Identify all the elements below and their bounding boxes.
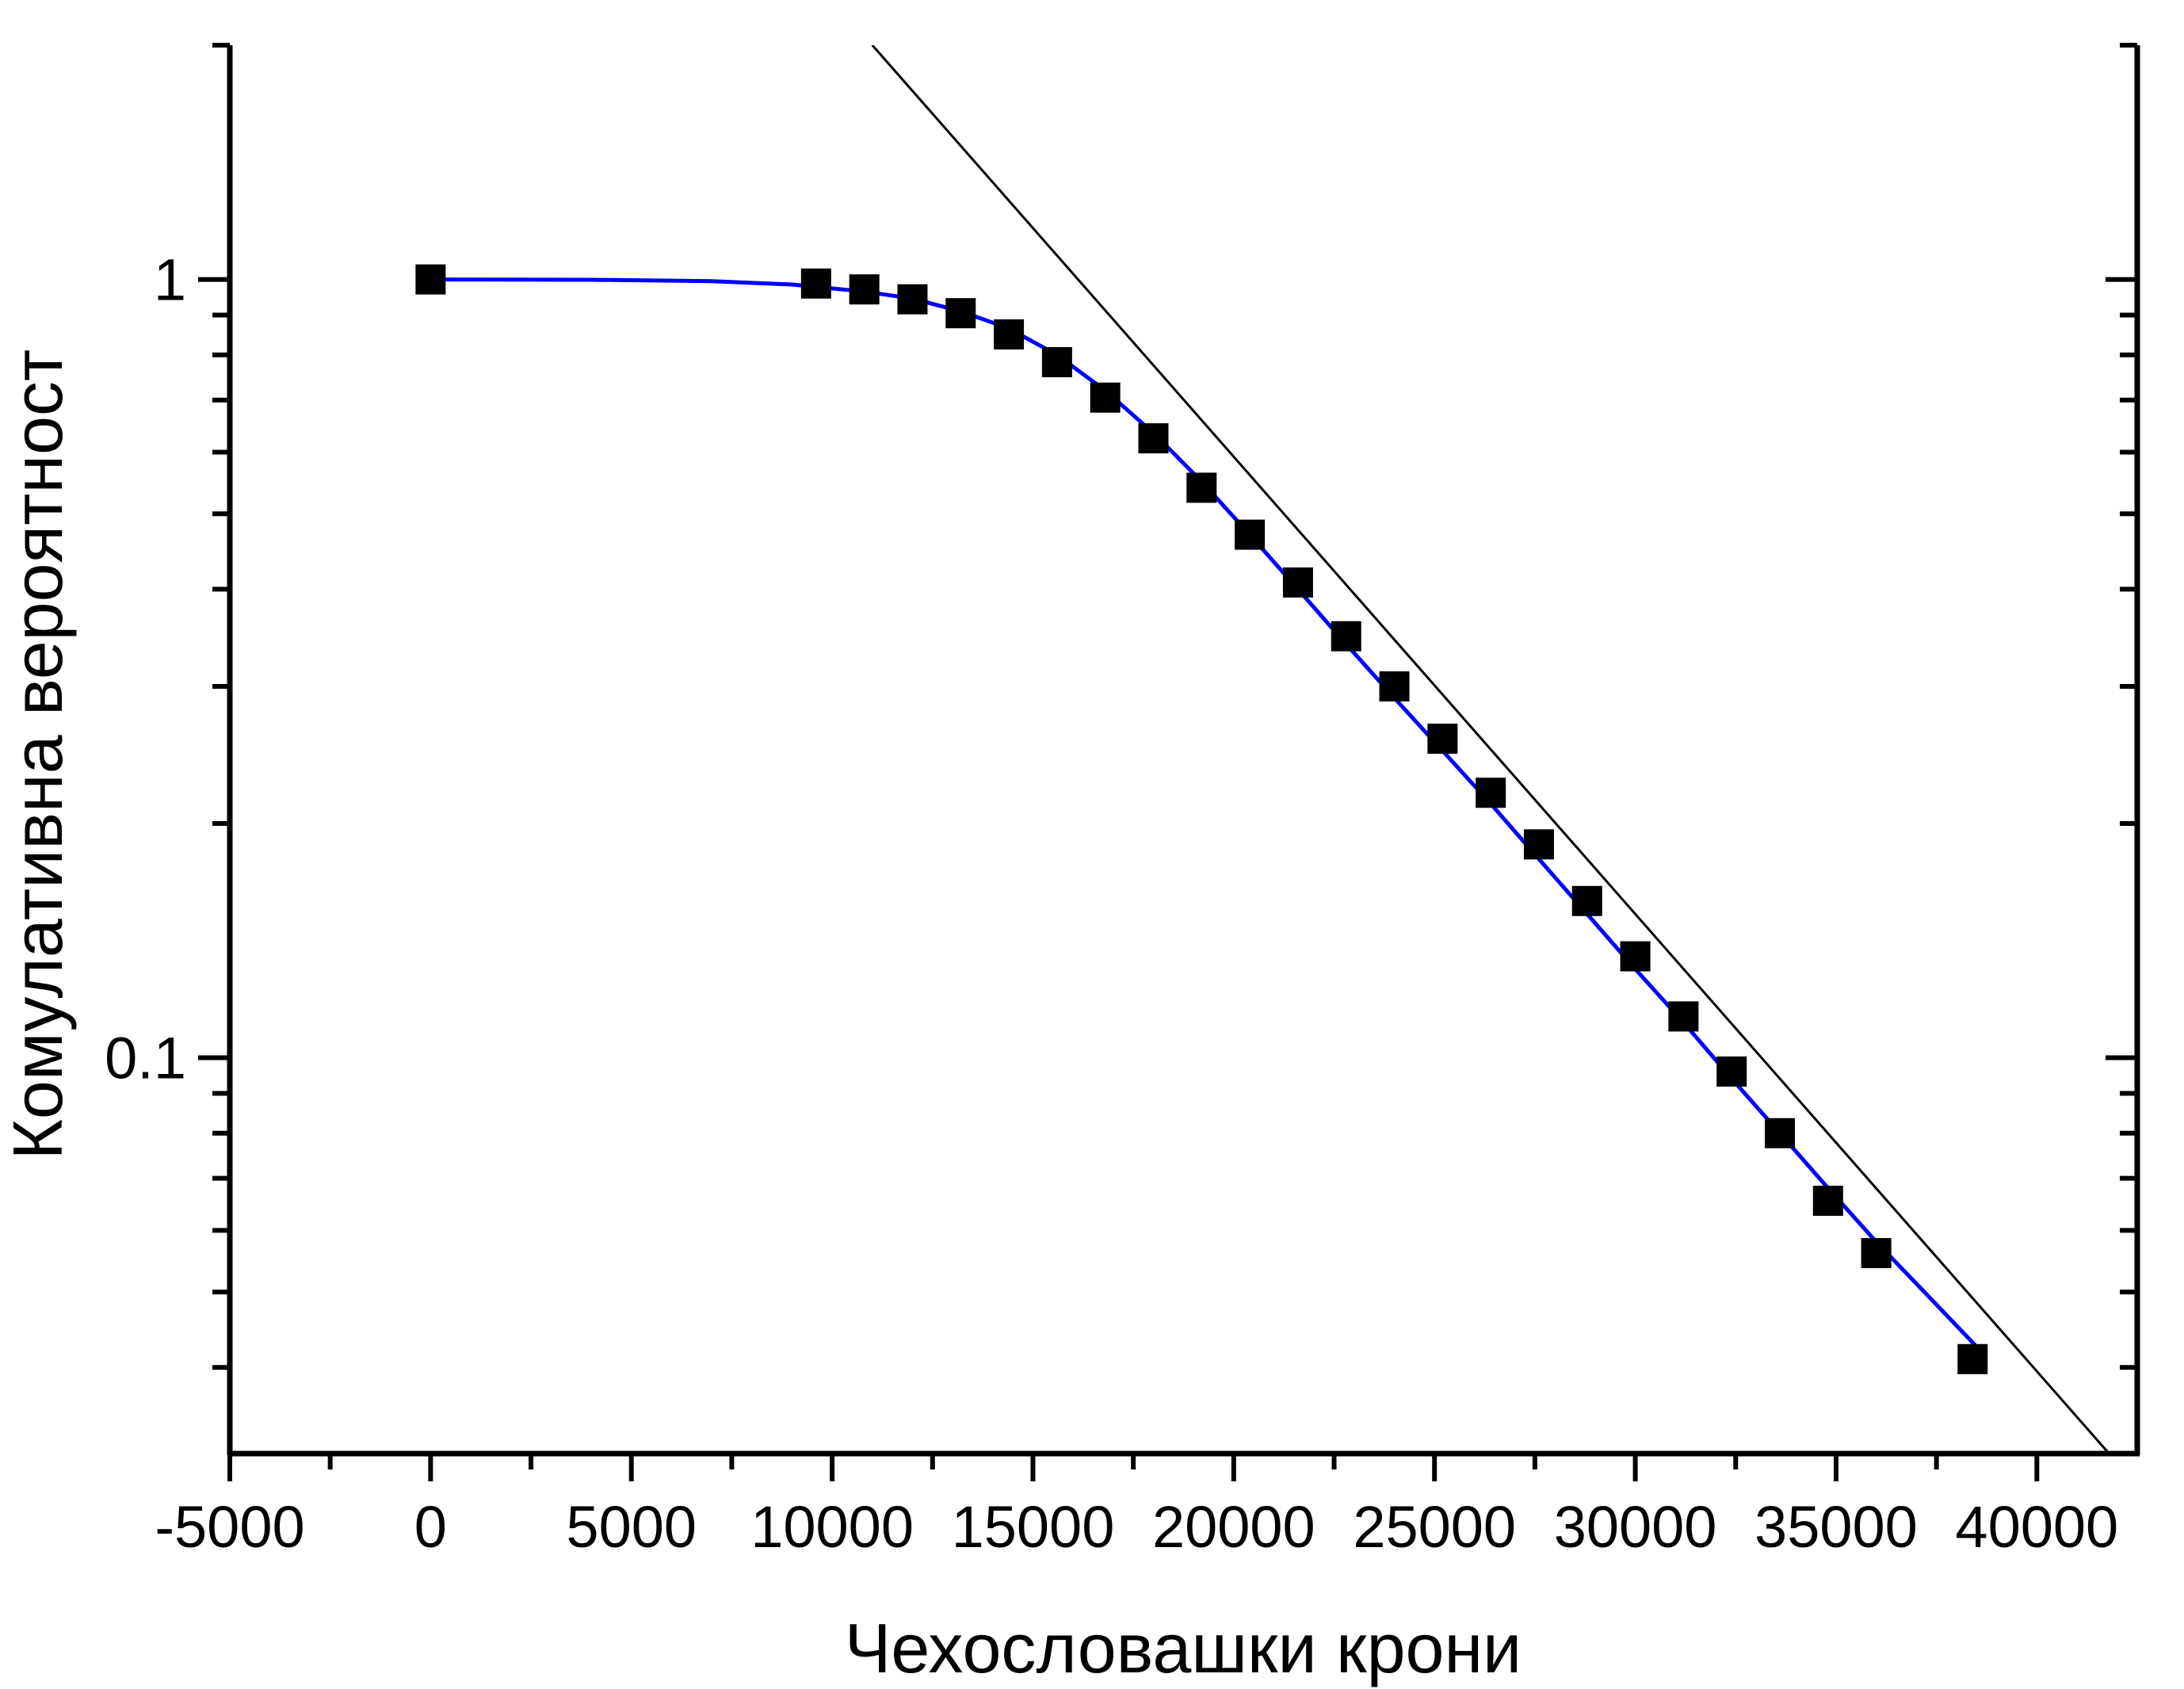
data-point xyxy=(945,298,976,329)
plot-lines xyxy=(430,45,2110,1454)
fit-line xyxy=(430,277,1983,1353)
data-point xyxy=(1235,519,1266,550)
x-tick-label: -5000 xyxy=(155,1494,304,1560)
data-point xyxy=(1282,567,1313,598)
data-markers xyxy=(415,264,1988,1374)
x-tick-label: 20000 xyxy=(1152,1494,1315,1560)
x-axis-title: Чехословашки крони xyxy=(845,1609,1522,1687)
data-point xyxy=(1427,724,1458,755)
x-tick-label: 5000 xyxy=(566,1494,697,1560)
data-point xyxy=(415,264,446,295)
data-point xyxy=(1620,941,1651,972)
y-tick-label: 0.1 xyxy=(105,1026,186,1091)
data-point xyxy=(1041,346,1072,377)
x-tick-label: 0 xyxy=(414,1494,447,1560)
data-point xyxy=(800,268,831,299)
y-tick-label: 1 xyxy=(154,247,186,313)
data-point xyxy=(1090,382,1121,413)
data-point xyxy=(1812,1185,1843,1216)
data-point xyxy=(1379,671,1410,702)
x-tick-label: 35000 xyxy=(1754,1494,1918,1560)
data-point xyxy=(1861,1238,1892,1269)
x-tick-label: 15000 xyxy=(952,1494,1115,1560)
data-point xyxy=(1523,829,1554,860)
data-point xyxy=(1716,1056,1747,1087)
x-tick-label: 25000 xyxy=(1353,1494,1516,1560)
data-point xyxy=(849,274,880,305)
data-point xyxy=(1957,1343,1988,1374)
data-point xyxy=(897,284,928,315)
data-point xyxy=(1668,1001,1699,1032)
tick-labels: -5000 0 5000 10000 15000 20000 25000 30000 35000… xyxy=(105,247,2118,1560)
asymptote-line xyxy=(871,45,2110,1454)
data-point xyxy=(1571,885,1602,916)
y-axis-title: Комулативна вероятност xyxy=(0,350,77,1160)
x-tick-label: 40000 xyxy=(1955,1494,2118,1560)
data-point xyxy=(1331,621,1361,652)
axes xyxy=(198,43,2140,1481)
data-point xyxy=(1765,1118,1796,1148)
data-point xyxy=(1476,778,1506,808)
data-point xyxy=(1138,423,1169,454)
x-tick-label: 10000 xyxy=(750,1494,914,1560)
data-point xyxy=(1186,472,1217,503)
data-point xyxy=(994,319,1025,350)
x-tick-label: 30000 xyxy=(1554,1494,1717,1560)
